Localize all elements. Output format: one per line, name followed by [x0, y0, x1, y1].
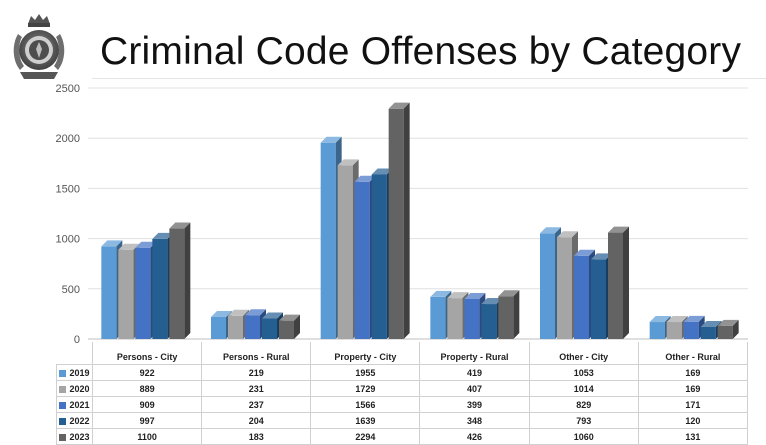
y-tick-label: 500: [62, 284, 80, 296]
gridlines: [88, 87, 748, 340]
series-name: 2022: [69, 415, 90, 426]
table-corner: [56, 342, 93, 365]
chart-title: Criminal Code Offenses by Category: [100, 30, 742, 73]
y-axis-tick-labels: 0 500 1000 1500 2000 2500: [56, 83, 80, 346]
table-row: 2020 889 231 1729 407 1014 169: [56, 380, 749, 397]
y-tick-label: 0: [74, 334, 80, 346]
crest-logo-icon: [13, 14, 65, 79]
table-row: 2022 997 204 1639 348 793 120: [56, 412, 749, 429]
legend-swatch: [59, 433, 67, 441]
series-name: 2020: [69, 383, 90, 394]
data-label: 889: [91, 380, 203, 397]
data-label: 829: [528, 396, 639, 413]
data-label: 793: [528, 412, 639, 429]
data-label: 131: [637, 428, 749, 445]
title-divider: [92, 78, 766, 79]
series-name: 2019: [69, 367, 90, 378]
category-label: Property - City: [310, 342, 421, 365]
series-name: 2023: [69, 431, 90, 442]
category-label: Other - City: [528, 342, 639, 365]
category-label: Other - Rural: [637, 342, 749, 365]
table-row: 2023 1100 183 2294 426 1060 131: [56, 428, 749, 445]
data-label: 1639: [310, 412, 421, 429]
series-label: 2019: [56, 364, 93, 381]
y-tick-label: 1000: [56, 234, 80, 246]
data-label: 407: [419, 380, 530, 397]
series-label: 2021: [56, 396, 93, 413]
legend-swatch: [59, 369, 67, 377]
bar-series: [101, 102, 739, 339]
data-label: 1014: [528, 380, 639, 397]
data-label: 237: [201, 396, 312, 413]
category-label: Property - Rural: [419, 342, 530, 365]
data-label: 1100: [91, 428, 203, 445]
bar: [279, 314, 300, 339]
data-label: 169: [637, 364, 749, 381]
data-label: 171: [637, 396, 749, 413]
data-label: 348: [419, 412, 530, 429]
y-tick-label: 2000: [56, 133, 80, 145]
data-label: 997: [91, 412, 203, 429]
legend-swatch: [59, 385, 67, 393]
chart-data-table: Persons - City Persons - Rural Property - …: [56, 342, 749, 445]
legend-swatch: [59, 401, 67, 409]
data-label: 2294: [310, 428, 421, 445]
data-label: 120: [637, 412, 749, 429]
data-label: 1060: [528, 428, 639, 445]
bar: [717, 319, 739, 339]
series-label: 2020: [56, 380, 93, 397]
data-label: 419: [419, 364, 530, 381]
data-label: 1053: [528, 364, 639, 381]
bar: [388, 102, 410, 339]
data-label: 1566: [310, 396, 421, 413]
bar: [608, 226, 629, 339]
data-label: 219: [201, 364, 312, 381]
series-label: 2023: [56, 428, 93, 445]
data-label: 204: [201, 412, 312, 429]
legend-swatch: [59, 417, 67, 425]
data-label: 1729: [310, 380, 421, 397]
data-label: 399: [419, 396, 530, 413]
bar: [169, 222, 191, 339]
data-label: 922: [91, 364, 203, 381]
category-label: Persons - City: [91, 342, 203, 365]
data-label: 183: [201, 428, 312, 445]
category-label: Persons - Rural: [201, 342, 312, 365]
table-row: 2021 909 237 1566 399 829 171: [56, 396, 749, 413]
data-label: 169: [637, 380, 749, 397]
y-tick-label: 2500: [56, 83, 80, 95]
series-label: 2022: [56, 412, 93, 429]
table-row: 2019 922 219 1955 419 1053 169: [56, 364, 749, 381]
data-label: 231: [201, 380, 312, 397]
data-label: 426: [419, 428, 530, 445]
y-tick-label: 1500: [56, 183, 80, 195]
bar: [262, 312, 283, 339]
bar: [498, 290, 520, 339]
series-name: 2021: [69, 399, 90, 410]
data-label: 909: [91, 396, 203, 413]
data-label: 1955: [310, 364, 421, 381]
